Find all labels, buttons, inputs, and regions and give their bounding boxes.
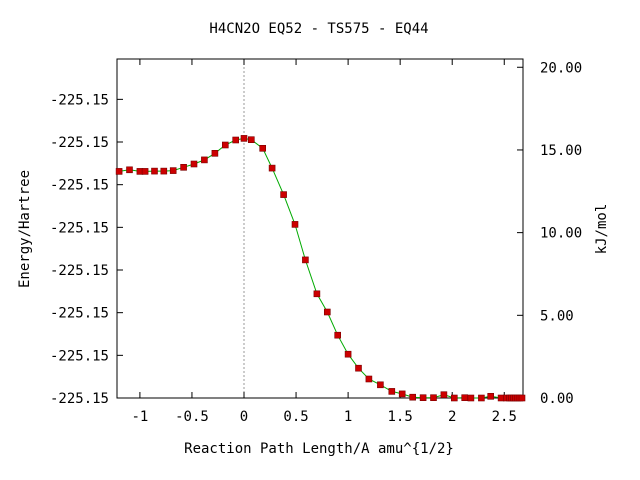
- left-y-axis-label: Energy/Hartree: [17, 170, 33, 288]
- right-y-axis-label: kJ/mol: [594, 204, 610, 255]
- data-point: [268, 164, 276, 172]
- left-y-tick-label: -225.15: [50, 178, 109, 194]
- x-tick-label: 1.5: [388, 409, 413, 425]
- x-tick-label: 0: [240, 409, 248, 425]
- data-point: [280, 191, 287, 198]
- data-point: [419, 394, 427, 402]
- data-point: [409, 393, 417, 401]
- right-y-tick-label: 15.00: [540, 143, 582, 159]
- left-y-tick-label: -225.15: [50, 135, 109, 151]
- data-point: [467, 394, 475, 402]
- data-point: [355, 364, 362, 372]
- data-point: [126, 166, 133, 174]
- x-axis-label: Reaction Path Length/A amu^{1/2}: [184, 441, 454, 457]
- data-point: [344, 350, 352, 358]
- chart-title: H4CN2O EQ52 - TS575 - EQ44: [209, 21, 428, 37]
- right-y-tick-label: 10.00: [540, 226, 582, 242]
- right-y-tick-label: 5.00: [540, 308, 574, 324]
- left-y-tick-label: -225.15: [50, 220, 109, 236]
- left-y-tick-label: -225.15: [50, 92, 109, 108]
- data-point: [232, 136, 239, 144]
- data-point: [398, 390, 406, 398]
- data-point: [450, 394, 458, 402]
- data-point: [180, 164, 187, 171]
- data-point: [240, 135, 248, 142]
- data-point: [313, 290, 321, 298]
- data-point: [518, 394, 526, 402]
- data-point: [201, 156, 208, 164]
- x-tick-label: -1: [131, 409, 148, 425]
- right-y-tick-label: 0.00: [540, 391, 574, 407]
- energy-curve: [119, 137, 522, 399]
- data-point: [461, 394, 469, 402]
- data-point: [302, 256, 309, 264]
- data-point: [487, 392, 495, 400]
- data-point: [430, 394, 437, 402]
- left-y-tick-label: -225.15: [50, 348, 109, 364]
- left-y-tick-label: -225.15: [50, 391, 109, 407]
- data-point: [388, 388, 396, 395]
- plot-frame: [116, 58, 524, 399]
- left-y-tick-label: -225.15: [50, 263, 109, 279]
- data-point: [248, 136, 255, 143]
- data-point: [169, 167, 177, 174]
- data-point: [478, 394, 485, 402]
- x-tick-label: 2: [448, 409, 456, 425]
- data-point: [259, 145, 267, 152]
- x-tick-label: 2.5: [492, 409, 517, 425]
- data-point: [160, 167, 168, 175]
- data-point: [222, 141, 229, 149]
- data-point: [440, 391, 448, 399]
- data-point: [323, 308, 331, 316]
- x-tick-label: -0.5: [175, 409, 209, 425]
- energy-points: [115, 135, 526, 402]
- data-point: [291, 221, 299, 228]
- right-y-axis-ticks: 0.00 5.00 10.00 15.00 20.00: [517, 60, 582, 407]
- right-y-tick-label: 20.00: [540, 60, 582, 76]
- left-y-axis-ticks: -225.15 -225.15 -225.15 -225.15 -225.15 -225.…: [50, 92, 123, 407]
- energy-curve-line: [119, 137, 522, 399]
- data-point: [377, 381, 384, 389]
- data-point: [365, 375, 373, 383]
- plot-border: [116, 58, 524, 399]
- data-point: [115, 168, 123, 175]
- x-axis-ticks: -1 -0.5 0 0.5 1 1.5 2 2.5: [131, 59, 517, 425]
- data-point: [141, 168, 149, 175]
- data-point: [190, 160, 198, 168]
- x-tick-label: 1: [344, 409, 352, 425]
- x-tick-label: 0.5: [283, 409, 308, 425]
- data-point: [334, 331, 342, 339]
- data-point: [151, 167, 158, 175]
- left-y-tick-label: -225.15: [50, 306, 109, 322]
- data-point: [211, 150, 219, 157]
